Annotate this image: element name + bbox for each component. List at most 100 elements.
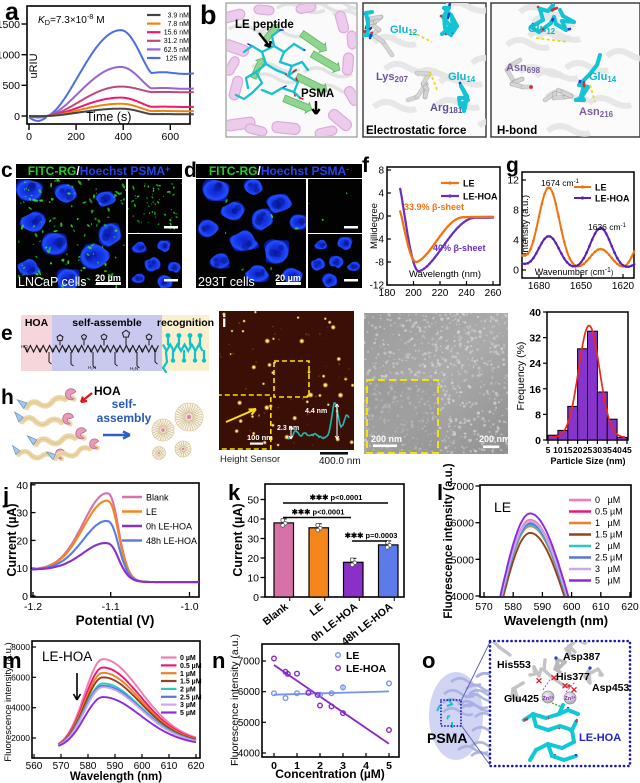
svg-text:1500: 1500 bbox=[0, 19, 20, 31]
svg-text:-1.2: -1.2 bbox=[24, 601, 42, 613]
svg-text:b: b bbox=[200, 0, 217, 30]
svg-text:LE: LE bbox=[308, 601, 326, 619]
svg-text:Particle Size (nm): Particle Size (nm) bbox=[550, 456, 625, 466]
svg-text:4000: 4000 bbox=[238, 749, 261, 760]
svg-text:Glu12: Glu12 bbox=[390, 24, 418, 37]
svg-text:HOA: HOA bbox=[94, 384, 121, 398]
svg-text:Blank: Blank bbox=[261, 601, 291, 628]
svg-text:LE: LE bbox=[346, 650, 359, 662]
svg-text:620: 620 bbox=[188, 761, 205, 772]
svg-text:✱✱✱ p<0.0001: ✱✱✱ p<0.0001 bbox=[310, 493, 363, 502]
svg-text:580: 580 bbox=[504, 601, 522, 613]
svg-text:0: 0 bbox=[271, 760, 277, 772]
svg-text:H₂N: H₂N bbox=[130, 366, 138, 371]
svg-text:293T cells: 293T cells bbox=[198, 275, 255, 289]
svg-text:400: 400 bbox=[114, 131, 132, 143]
svg-text:g: g bbox=[506, 154, 519, 177]
svg-text:6000: 6000 bbox=[11, 672, 30, 682]
svg-text:-1.0: -1.0 bbox=[180, 601, 198, 613]
svg-text:✕: ✕ bbox=[570, 685, 578, 695]
svg-text:✱✱✱ p=0.0003: ✱✱✱ p=0.0003 bbox=[345, 531, 398, 540]
svg-text:Current (µA): Current (µA) bbox=[5, 503, 19, 576]
svg-text:LE-HOA: LE-HOA bbox=[463, 192, 498, 202]
svg-text:590: 590 bbox=[534, 601, 552, 613]
svg-text:600: 600 bbox=[134, 761, 151, 772]
svg-text:4000: 4000 bbox=[11, 703, 30, 713]
svg-text:-1.1: -1.1 bbox=[102, 601, 120, 613]
svg-text:Glu14: Glu14 bbox=[448, 71, 476, 84]
svg-text:HOA: HOA bbox=[25, 317, 49, 329]
svg-text:100 nm: 100 nm bbox=[247, 433, 273, 442]
svg-text:i: i bbox=[222, 314, 226, 331]
svg-text:0 µM: 0 µM bbox=[180, 655, 196, 662]
svg-text:10: 10 bbox=[16, 563, 28, 575]
svg-text:3.9 nM: 3.9 nM bbox=[168, 12, 190, 19]
svg-text:240: 240 bbox=[458, 288, 475, 299]
svg-text:Glu425: Glu425 bbox=[504, 693, 539, 705]
svg-text:Height Sensor: Height Sensor bbox=[220, 454, 280, 465]
svg-text:His377: His377 bbox=[556, 671, 590, 683]
svg-text:0 µM: 0 µM bbox=[595, 495, 620, 505]
svg-text:-8: -8 bbox=[375, 258, 384, 269]
svg-text:-12: -12 bbox=[370, 281, 385, 292]
svg-text:j: j bbox=[2, 483, 9, 508]
svg-text:2.5 µM: 2.5 µM bbox=[595, 553, 623, 563]
svg-text:0.5 µM: 0.5 µM bbox=[180, 663, 202, 670]
svg-text:20: 20 bbox=[573, 445, 583, 455]
svg-text:4: 4 bbox=[378, 189, 384, 200]
svg-text:2.3 nm: 2.3 nm bbox=[277, 425, 299, 432]
svg-text:4.4 nm: 4.4 nm bbox=[305, 408, 327, 415]
svg-text:30: 30 bbox=[593, 445, 603, 455]
svg-text:✕: ✕ bbox=[550, 673, 558, 683]
svg-text:2: 2 bbox=[317, 760, 323, 772]
svg-text:Blank: Blank bbox=[146, 493, 169, 503]
svg-text:1620: 1620 bbox=[612, 281, 635, 292]
svg-text:5: 5 bbox=[386, 760, 392, 772]
svg-text:Asp387: Asp387 bbox=[563, 651, 601, 663]
svg-text:LE-HOA: LE-HOA bbox=[42, 649, 92, 664]
svg-text:30: 30 bbox=[247, 534, 259, 546]
svg-text:Current (µA): Current (µA) bbox=[231, 503, 245, 576]
svg-text:620: 620 bbox=[621, 601, 639, 613]
svg-text:20 µm: 20 µm bbox=[95, 273, 121, 283]
svg-text:k: k bbox=[228, 480, 241, 505]
svg-text:Electrostatic force: Electrostatic force bbox=[366, 125, 466, 137]
svg-text:n: n bbox=[212, 648, 225, 673]
svg-text:4: 4 bbox=[363, 760, 369, 772]
svg-text:10: 10 bbox=[553, 445, 563, 455]
svg-text:Wavelength (nm): Wavelength (nm) bbox=[504, 613, 608, 628]
svg-text:PSMA: PSMA bbox=[301, 88, 334, 100]
svg-text:2.5 µM: 2.5 µM bbox=[180, 694, 202, 701]
svg-text:1650: 1650 bbox=[570, 281, 593, 292]
svg-text:Glu14: Glu14 bbox=[589, 71, 617, 84]
svg-text:0: 0 bbox=[378, 212, 384, 223]
svg-text:5: 5 bbox=[546, 445, 551, 455]
svg-text:125 nM: 125 nM bbox=[166, 55, 190, 62]
svg-text:H₂N: H₂N bbox=[88, 365, 96, 370]
svg-text:180: 180 bbox=[379, 288, 396, 299]
svg-text:5 µM: 5 µM bbox=[595, 576, 620, 586]
svg-text:2 µM: 2 µM bbox=[180, 687, 196, 694]
svg-text:1636 cm-1: 1636 cm-1 bbox=[588, 222, 627, 232]
svg-text:62.5 nM: 62.5 nM bbox=[164, 47, 189, 54]
svg-text:Lys207: Lys207 bbox=[376, 71, 408, 84]
svg-text:Asn216: Asn216 bbox=[579, 106, 614, 119]
svg-text:260: 260 bbox=[485, 288, 502, 299]
svg-text:48h LE-HOA: 48h LE-HOA bbox=[146, 536, 197, 546]
svg-text:4000: 4000 bbox=[451, 591, 475, 603]
svg-text:l: l bbox=[437, 480, 443, 505]
svg-text:1680: 1680 bbox=[528, 281, 551, 292]
svg-text:Zn2+: Zn2+ bbox=[564, 695, 576, 703]
svg-text:5000: 5000 bbox=[238, 718, 261, 729]
svg-text:12: 12 bbox=[507, 175, 519, 187]
svg-text:15.6 nM: 15.6 nM bbox=[164, 30, 189, 37]
svg-text:8: 8 bbox=[513, 205, 519, 217]
svg-text:self-: self- bbox=[112, 397, 137, 411]
svg-text:5 µM: 5 µM bbox=[180, 710, 196, 717]
svg-text:0: 0 bbox=[14, 111, 20, 123]
svg-text:4: 4 bbox=[513, 235, 519, 247]
svg-text:8000: 8000 bbox=[11, 642, 30, 652]
svg-text:25: 25 bbox=[583, 445, 593, 455]
svg-text:20: 20 bbox=[16, 535, 28, 547]
svg-text:self-assemble: self-assemble bbox=[72, 317, 142, 329]
